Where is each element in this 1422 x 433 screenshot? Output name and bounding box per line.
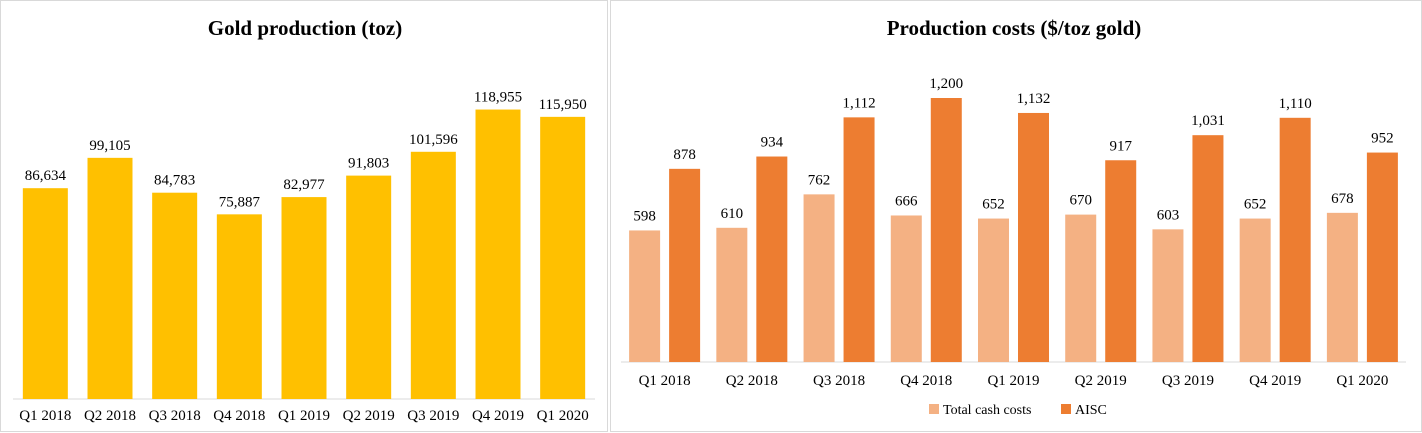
x-tick-label: Q2 2018: [84, 408, 136, 424]
x-tick-label: Q4 2019: [1249, 373, 1301, 389]
bar-total-cash-costs: [629, 230, 661, 362]
bar: [87, 157, 133, 399]
bar: [152, 192, 198, 399]
legend-label-total-cash-costs: Total cash costs: [943, 403, 1031, 418]
data-label-total-cash-costs: 652: [982, 197, 1005, 213]
gold-production-plot: Gold production (toz) 86,634 Q1 2018 99,10…: [13, 16, 595, 424]
x-tick-label: Q1 2018: [639, 373, 691, 389]
data-label-aisc: 1,110: [1279, 96, 1312, 112]
bar-total-cash-costs: [890, 215, 922, 362]
data-label-aisc: 934: [761, 135, 784, 151]
data-label-total-cash-costs: 603: [1157, 207, 1180, 223]
bar-aisc: [1018, 112, 1049, 363]
bar: [540, 116, 586, 399]
data-label-aisc: 1,031: [1191, 113, 1225, 129]
bar-aisc: [930, 98, 962, 362]
data-label-aisc: 1,200: [929, 76, 963, 92]
bar-aisc: [843, 117, 875, 362]
chart-title: Production costs ($/toz gold): [887, 16, 1142, 40]
data-label-total-cash-costs: 678: [1331, 191, 1354, 207]
bar-total-cash-costs: [978, 218, 1009, 362]
production-costs-plot: Production costs ($/toz gold) 598 878 Q1 2…: [621, 16, 1406, 418]
x-tick-label: Q4 2019: [472, 408, 524, 424]
bar-aisc: [1366, 152, 1398, 362]
bar-total-cash-costs: [1065, 214, 1097, 362]
data-label: 75,887: [219, 194, 261, 210]
data-label: 91,803: [348, 156, 389, 172]
data-label: 115,950: [539, 97, 587, 113]
x-tick-label: Q1 2020: [1336, 373, 1388, 389]
data-label: 82,977: [283, 177, 325, 193]
bar: [346, 175, 392, 399]
x-tick-label: Q3 2019: [1162, 373, 1214, 389]
production-costs-chart: Production costs ($/toz gold) 598 878 Q1 2…: [610, 0, 1422, 432]
data-label-total-cash-costs: 598: [633, 208, 656, 224]
x-tick-label: Q1 2019: [987, 373, 1039, 389]
data-label-total-cash-costs: 652: [1244, 197, 1267, 213]
bar-aisc: [1105, 160, 1137, 362]
data-label-total-cash-costs: 666: [895, 193, 918, 209]
bar-aisc: [1192, 135, 1224, 362]
data-label-aisc: 878: [673, 147, 696, 163]
data-label: 84,783: [154, 173, 195, 189]
data-label: 86,634: [25, 168, 67, 184]
x-tick-label: Q3 2018: [813, 373, 865, 389]
x-tick-label: Q1 2018: [19, 408, 71, 424]
chart-title: Gold production (toz): [208, 16, 402, 40]
bar-total-cash-costs: [716, 227, 748, 362]
bar-total-cash-costs: [1239, 218, 1271, 362]
data-label-total-cash-costs: 610: [721, 206, 744, 222]
data-label: 99,105: [89, 138, 130, 154]
gold-production-chart: Gold production (toz) 86,634 Q1 2018 99,10…: [0, 0, 608, 432]
legend-label-aisc: AISC: [1075, 403, 1107, 418]
data-label-aisc: 952: [1371, 131, 1394, 147]
bar: [281, 197, 327, 399]
bar: [22, 188, 68, 399]
x-tick-label: Q3 2019: [407, 408, 459, 424]
bar-aisc: [1279, 117, 1311, 362]
x-tick-label: Q1 2019: [278, 408, 330, 424]
data-label-aisc: 1,112: [842, 95, 875, 111]
x-tick-label: Q4 2018: [213, 408, 265, 424]
legend-swatch-aisc: [1061, 404, 1071, 414]
data-label-total-cash-costs: 670: [1069, 193, 1092, 209]
data-label: 118,955: [474, 90, 522, 106]
bar: [410, 151, 456, 399]
data-label: 101,596: [409, 132, 458, 148]
data-label-aisc: 917: [1109, 138, 1132, 154]
bar-total-cash-costs: [803, 194, 835, 362]
bar: [475, 109, 521, 399]
x-tick-label: Q3 2018: [149, 408, 201, 424]
x-tick-label: Q1 2020: [537, 408, 589, 424]
x-tick-label: Q2 2018: [726, 373, 778, 389]
data-label-aisc: 1,132: [1017, 91, 1051, 107]
bar-total-cash-costs: [1152, 229, 1184, 362]
data-label-total-cash-costs: 762: [808, 172, 831, 188]
x-tick-label: Q4 2018: [900, 373, 952, 389]
x-tick-label: Q2 2019: [343, 408, 395, 424]
bar-aisc: [669, 168, 701, 362]
bar-total-cash-costs: [1326, 212, 1358, 362]
bar-aisc: [756, 156, 788, 362]
bar: [216, 214, 262, 399]
legend-swatch-total-cash-costs: [929, 404, 939, 414]
x-tick-label: Q2 2019: [1075, 373, 1127, 389]
